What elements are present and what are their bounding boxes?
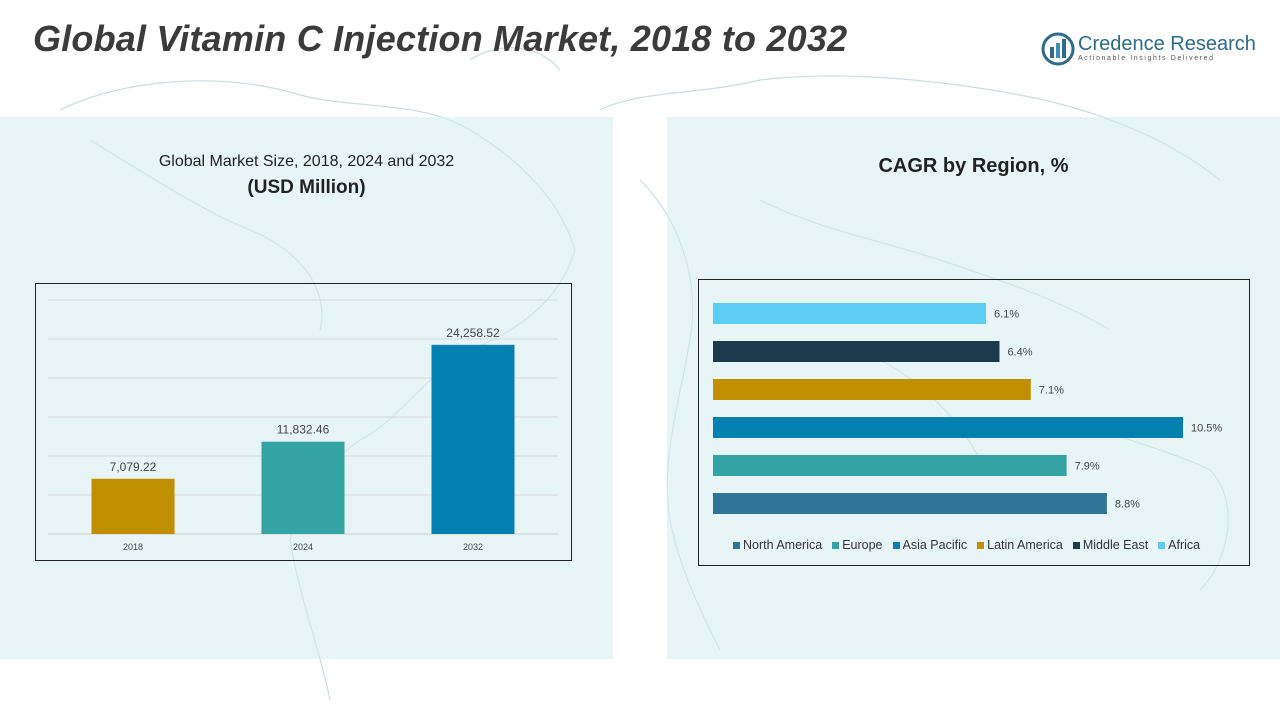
legend-item-africa: Africa [1158,538,1200,552]
legend-swatch [733,541,740,549]
legend-swatch [1072,541,1080,549]
value-label-2018: 7,079.22 [110,460,157,474]
legend-label: Europe [842,538,883,552]
value-label-africa: 6.1% [994,309,1019,321]
legend-swatch [977,541,985,549]
bar-north-america [713,493,1107,514]
value-label-middle-east: 6.4% [1007,347,1032,359]
legend-item-middle-east: Middle East [1072,538,1149,552]
market-size-subtitle: Global Market Size, 2018, 2024 and 2032 [158,153,455,170]
value-label-2032: 24,258.52 [446,326,500,340]
value-label-latin-america: 7.1% [1039,385,1064,397]
cagr-chart-frame: 6.1% 6.4% 7.1% 10.5% 7.9% 8.8% [698,279,1250,566]
logo-name: Credence Research [1078,33,1256,55]
legend-label: North America [743,538,823,552]
tick-label-2032: 2032 [463,542,483,552]
bar-africa [713,303,987,324]
legend-label: Africa [1168,538,1201,552]
bar-middle-east [713,341,1000,362]
legend-label: Latin America [987,538,1063,552]
credence-research-logo: Credence Research Actionable Insights De… [1041,32,1256,68]
legend-swatch [832,541,840,549]
legend-swatch [1158,541,1166,549]
bar-2024 [261,441,345,534]
bar-europe [713,455,1067,476]
cagr-bar-chart: 6.1% 6.4% 7.1% 10.5% 7.9% 8.8% [713,303,1222,514]
logo-icon [1041,32,1075,66]
page-title: Global Vitamin C Injection Market, 2018 … [33,18,848,59]
bar-2018 [91,478,175,534]
tick-label-2024: 2024 [293,542,313,552]
legend-item-asia-pacific: Asia Pacific [892,538,968,552]
market-size-bar-chart: 7,079.22 2018 11,832.46 2024 24,258.52 2032 [48,299,558,552]
legend-item-latin-america: Latin America [977,538,1063,552]
cagr-title: CAGR by Region, % [878,155,1069,177]
value-label-2024: 11,832.46 [277,423,330,437]
legend-item-europe: Europe [832,538,883,552]
value-label-europe: 7.9% [1075,461,1100,473]
bar-2032 [431,344,515,534]
legend-label: Asia Pacific [902,538,968,552]
market-size-unit: (USD Million) [247,177,366,198]
logo-tagline: Actionable Insights Delivered [1078,55,1215,62]
legend-label: Middle East [1082,538,1149,552]
value-label-north-america: 8.8% [1115,499,1140,511]
cagr-legend: North America Europe Asia Pacific Latin Ame… [733,538,1233,552]
bar-asia-pacific [713,417,1183,438]
market-size-chart-frame: 7,079.22 2018 11,832.46 2024 24,258.52 2032 [35,283,572,561]
value-label-asia-pacific: 10.5% [1191,423,1222,435]
tick-label-2018: 2018 [123,542,143,552]
legend-item-north-america: North America [733,538,822,552]
bar-latin-america [713,379,1031,400]
legend-swatch [892,541,900,549]
